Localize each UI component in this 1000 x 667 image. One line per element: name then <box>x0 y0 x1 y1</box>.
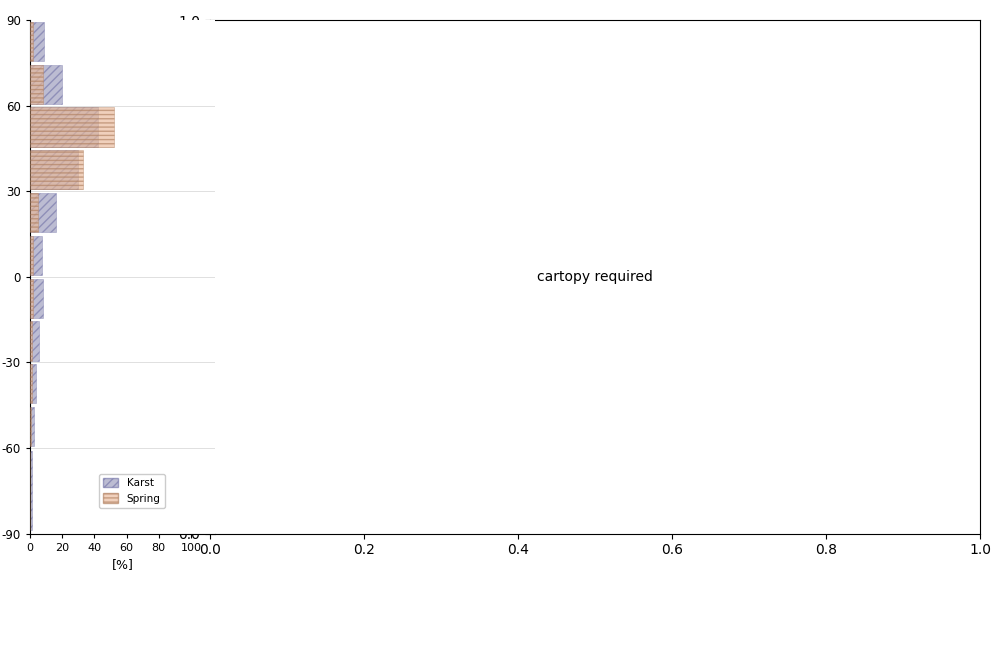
Bar <box>30 452 32 530</box>
Bar <box>30 22 44 61</box>
Legend: Karst, Spring: Karst, Spring <box>99 474 165 508</box>
Bar <box>30 235 33 275</box>
Bar <box>30 279 33 318</box>
Bar <box>30 364 36 404</box>
Bar <box>30 107 114 147</box>
X-axis label: [%]: [%] <box>112 558 133 571</box>
Bar <box>30 65 62 104</box>
Bar <box>30 321 32 361</box>
Bar <box>30 235 42 275</box>
Bar <box>30 364 32 404</box>
Bar <box>30 279 43 318</box>
Bar <box>30 150 83 189</box>
Bar <box>30 321 39 361</box>
Text: cartopy required: cartopy required <box>537 270 653 283</box>
Bar <box>30 65 43 104</box>
Bar <box>30 193 56 232</box>
Bar <box>30 193 38 232</box>
Bar <box>30 150 78 189</box>
Bar <box>30 107 98 147</box>
Bar <box>30 22 33 61</box>
Bar <box>30 407 34 446</box>
